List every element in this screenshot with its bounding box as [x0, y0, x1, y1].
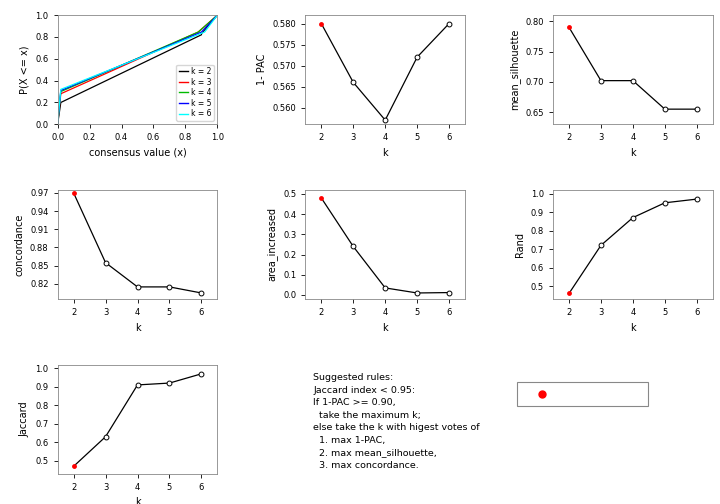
Y-axis label: Jaccard: Jaccard: [19, 401, 30, 437]
X-axis label: k: k: [630, 148, 636, 158]
Y-axis label: 1- PAC: 1- PAC: [257, 54, 267, 85]
Y-axis label: area_increased: area_increased: [266, 208, 277, 281]
Y-axis label: mean_silhouette: mean_silhouette: [509, 29, 520, 110]
X-axis label: k: k: [135, 323, 140, 333]
Text: Suggested rules:
Jaccard index < 0.95:
If 1-PAC >= 0.90,
  take the maximum k;
e: Suggested rules: Jaccard index < 0.95: I…: [313, 373, 480, 470]
X-axis label: k: k: [382, 148, 388, 158]
X-axis label: k: k: [135, 497, 140, 504]
Legend: k = 2, k = 3, k = 4, k = 5, k = 6: k = 2, k = 3, k = 4, k = 5, k = 6: [176, 65, 214, 120]
X-axis label: k: k: [630, 323, 636, 333]
Y-axis label: Rand: Rand: [516, 232, 525, 257]
X-axis label: k: k: [382, 323, 388, 333]
Y-axis label: concordance: concordance: [14, 213, 24, 276]
X-axis label: consensus value (x): consensus value (x): [89, 148, 186, 158]
FancyBboxPatch shape: [517, 382, 647, 406]
Y-axis label: P(X <= x): P(X <= x): [19, 45, 30, 94]
Text: best k: best k: [570, 389, 602, 399]
